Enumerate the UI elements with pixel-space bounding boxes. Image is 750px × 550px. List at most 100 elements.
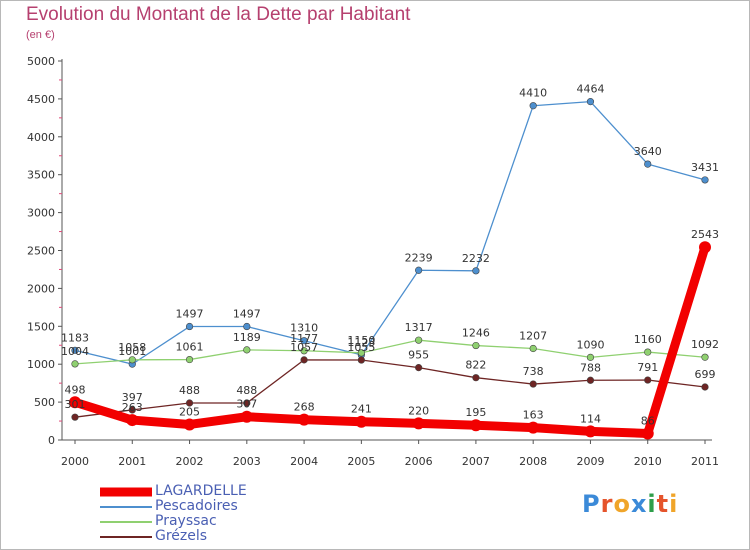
series-line-prayssac [74, 339, 706, 365]
data-label-pescadoires: 1183 [61, 331, 89, 344]
data-point-prayssac [644, 348, 652, 356]
data-point-pescadoires [701, 176, 709, 184]
data-point-pescadoires [472, 267, 480, 275]
data-label-grezels: 488 [179, 384, 200, 397]
data-point-prayssac [128, 356, 136, 364]
data-point-grezels [243, 399, 251, 407]
data-point-prayssac [71, 360, 79, 368]
data-point-lagardelle [355, 415, 368, 428]
data-point-pescadoires [644, 160, 652, 168]
y-tick-label: 2000 [27, 282, 55, 295]
data-label-prayssac: 1207 [519, 330, 547, 343]
data-point-grezels [472, 374, 480, 382]
data-label-pescadoires: 2232 [462, 252, 490, 265]
data-point-pescadoires [243, 322, 251, 331]
data-label-lagardelle: 498 [65, 383, 86, 396]
data-point-grezels [529, 380, 537, 388]
data-label-lagardelle: 263 [122, 401, 143, 414]
x-tick-label: 2006 [405, 455, 433, 468]
data-label-lagardelle: 2543 [691, 228, 719, 241]
data-point-lagardelle [469, 419, 482, 432]
data-label-lagardelle: 114 [580, 412, 601, 425]
data-point-grezels [185, 399, 194, 407]
data-label-pescadoires: 1310 [290, 322, 318, 335]
data-label-grezels: 699 [695, 368, 716, 381]
series-line-lagardelle [70, 242, 710, 438]
data-label-lagardelle: 86 [641, 414, 655, 427]
data-label-grezels: 788 [580, 361, 601, 374]
data-label-pescadoires: 1001 [118, 345, 146, 358]
data-label-lagardelle: 205 [179, 405, 200, 418]
logo-letter: r [600, 490, 614, 518]
data-point-pescadoires [185, 322, 194, 331]
legend-swatch [100, 505, 152, 508]
proxiti-logo: Proxiti [582, 490, 678, 518]
data-point-pescadoires [300, 337, 308, 345]
data-point-lagardelle [240, 410, 253, 423]
series-line-pescadoires [74, 100, 706, 365]
x-tick-label: 2005 [347, 455, 375, 468]
data-label-grezels: 822 [465, 359, 486, 372]
data-point-grezels [586, 376, 595, 384]
x-tick-label: 2003 [233, 455, 261, 468]
data-point-prayssac [529, 344, 537, 353]
data-point-prayssac [472, 341, 480, 350]
data-point-grezels [644, 376, 652, 384]
data-point-lagardelle [641, 427, 654, 440]
data-label-pescadoires: 3431 [691, 161, 719, 174]
data-point-lagardelle [699, 241, 711, 254]
logo-letter: P [582, 490, 601, 518]
data-label-prayssac: 1177 [290, 332, 318, 345]
legend-swatch [100, 535, 152, 538]
x-tick-label: 2002 [176, 455, 204, 468]
data-point-prayssac [701, 353, 709, 361]
x-tick-label: 2001 [118, 455, 146, 468]
data-label-prayssac: 1150 [347, 334, 375, 347]
data-label-prayssac: 1160 [634, 333, 662, 346]
x-tick-label: 2000 [61, 455, 89, 468]
data-point-lagardelle [527, 421, 540, 434]
data-point-pescadoires [529, 102, 537, 110]
data-point-lagardelle [126, 414, 139, 427]
data-point-pescadoires [71, 346, 79, 354]
y-tick-label: 3500 [27, 169, 55, 182]
data-point-pescadoires [415, 266, 423, 274]
logo-letter: i [669, 490, 679, 518]
data-label-pescadoires: 4464 [576, 83, 604, 96]
y-tick-label: 2500 [27, 245, 55, 258]
y-tick-label: 1500 [27, 320, 55, 333]
data-point-pescadoires [586, 98, 595, 106]
data-label-grezels: 791 [637, 361, 658, 374]
data-point-lagardelle [69, 396, 81, 409]
logo-letter: x [630, 490, 648, 518]
data-point-grezels [128, 406, 136, 414]
data-label-prayssac: 1090 [576, 338, 604, 351]
data-point-lagardelle [183, 418, 196, 431]
data-point-prayssac [357, 349, 365, 357]
legend-swatch [100, 520, 152, 523]
data-point-lagardelle [298, 413, 311, 426]
legend-label: Pescadoires [155, 498, 238, 514]
y-tick-label: 4500 [27, 93, 55, 106]
data-label-prayssac: 1058 [118, 341, 146, 354]
data-label-lagardelle: 241 [351, 403, 372, 416]
x-tick-label: 2009 [576, 455, 604, 468]
data-label-grezels: 955 [408, 349, 429, 362]
legend-label: Prayssac [155, 513, 217, 529]
data-label-pescadoires: 2239 [405, 251, 433, 264]
legend-label: Grézels [155, 528, 208, 544]
y-tick-label: 500 [34, 396, 55, 409]
data-label-grezels: 397 [122, 391, 143, 404]
chart-title: Evolution du Montant de la Dette par Hab… [26, 4, 411, 25]
data-label-lagardelle: 163 [523, 409, 544, 422]
logo-letter: t [656, 490, 670, 518]
y-tick-label: 0 [48, 434, 55, 447]
logo-letter: o [613, 490, 631, 518]
data-label-pescadoires: 1497 [176, 308, 204, 321]
data-point-grezels [71, 413, 79, 421]
data-label-lagardelle: 307 [236, 398, 257, 411]
data-label-grezels: 1055 [347, 341, 375, 354]
data-point-prayssac [243, 346, 251, 354]
data-point-grezels [701, 383, 709, 391]
